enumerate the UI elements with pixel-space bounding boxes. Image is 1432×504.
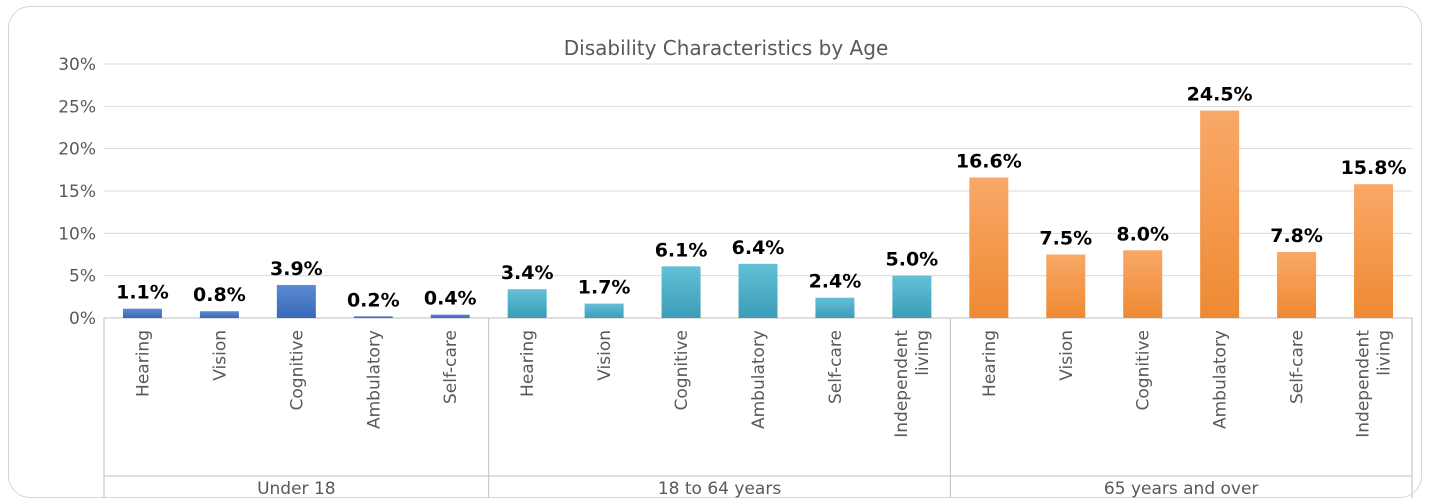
x-tick-label: Independent living xyxy=(1354,330,1395,438)
x-tick-label: Self-care xyxy=(441,330,461,404)
y-tick-label: 20% xyxy=(58,140,96,160)
bar xyxy=(1354,184,1394,318)
bar xyxy=(1200,110,1240,318)
x-tick-label: Self-care xyxy=(826,330,846,404)
x-tick-label: Vision xyxy=(1057,330,1077,381)
bar xyxy=(430,314,470,318)
bar xyxy=(122,308,162,318)
y-tick-label: 0% xyxy=(69,309,96,329)
x-tick-label: Vision xyxy=(210,330,230,381)
x-axis: Hearing Vision Cognitive Ambulatory Self-car… xyxy=(103,318,1413,499)
y-axis: 0% 5% 10% 15% 20% 25% 30% xyxy=(58,55,96,329)
svg-text:Ambulatory: Ambulatory xyxy=(749,330,769,429)
bar xyxy=(199,311,239,318)
svg-text:living: living xyxy=(913,330,933,376)
bar xyxy=(815,297,855,318)
data-label: 15.8% xyxy=(1341,157,1407,179)
data-label: 16.6% xyxy=(956,150,1022,172)
svg-text:Vision: Vision xyxy=(595,330,615,381)
bar xyxy=(276,284,316,318)
svg-text:Independent: Independent xyxy=(1354,330,1374,438)
data-label: 1.7% xyxy=(578,277,631,299)
svg-text:Self-care: Self-care xyxy=(441,330,461,404)
x-tick-label: Vision xyxy=(595,330,615,381)
x-tick-label: Cognitive xyxy=(287,330,307,410)
group-label: 18 to 64 years xyxy=(658,479,781,499)
data-label: 0.2% xyxy=(347,289,400,311)
y-tick-label: 15% xyxy=(58,182,96,202)
bar xyxy=(738,263,778,318)
bar xyxy=(969,177,1009,318)
data-label: 1.1% xyxy=(116,282,169,304)
group-label: 65 years and over xyxy=(1104,479,1259,499)
y-tick-label: 30% xyxy=(58,55,96,75)
chart-frame xyxy=(8,6,1422,498)
chart-title: Disability Characteristics by Age xyxy=(564,36,889,60)
x-tick-label: Cognitive xyxy=(672,330,692,410)
data-label: 8.0% xyxy=(1116,223,1169,245)
bars: 1.1% 0.8% 3.9% 0.2% 0.4% 3.4% 1.7% 6.1% 6.4% 2.4%… xyxy=(116,84,1406,318)
data-label: 5.0% xyxy=(886,249,939,271)
bar xyxy=(892,275,932,318)
gridlines xyxy=(104,63,1412,319)
x-tick-label: Self-care xyxy=(1288,330,1308,404)
svg-text:Cognitive: Cognitive xyxy=(1134,330,1154,410)
svg-text:Vision: Vision xyxy=(210,330,230,381)
svg-text:Independent: Independent xyxy=(892,330,912,438)
bar xyxy=(353,316,393,318)
bar xyxy=(1123,250,1163,318)
svg-text:Self-care: Self-care xyxy=(1288,330,1308,404)
svg-text:Hearing: Hearing xyxy=(133,330,153,397)
svg-text:living: living xyxy=(1375,330,1395,376)
x-tick-label: Hearing xyxy=(133,330,153,397)
group-label: Under 18 xyxy=(257,479,336,499)
bar xyxy=(507,289,547,318)
y-tick-label: 10% xyxy=(58,224,96,244)
data-label: 6.4% xyxy=(732,237,785,259)
bar xyxy=(1277,251,1317,318)
bar xyxy=(661,266,701,318)
x-tick-label: Ambulatory xyxy=(1211,330,1231,429)
data-label: 24.5% xyxy=(1187,84,1253,106)
svg-text:Self-care: Self-care xyxy=(826,330,846,404)
data-label: 3.4% xyxy=(501,262,554,284)
data-label: 0.4% xyxy=(424,288,477,310)
data-label: 7.8% xyxy=(1270,225,1323,247)
svg-text:Hearing: Hearing xyxy=(980,330,1000,397)
data-label: 0.8% xyxy=(193,284,246,306)
svg-text:Vision: Vision xyxy=(1057,330,1077,381)
x-tick-label: Ambulatory xyxy=(749,330,769,429)
data-label: 2.4% xyxy=(809,271,862,293)
x-tick-label: Hearing xyxy=(518,330,538,397)
x-tick-label: Independent living xyxy=(892,330,933,438)
bar xyxy=(1046,254,1086,318)
y-tick-label: 5% xyxy=(69,267,96,287)
svg-text:Cognitive: Cognitive xyxy=(672,330,692,410)
data-label: 3.9% xyxy=(270,258,323,280)
data-label: 7.5% xyxy=(1039,228,1092,250)
y-tick-label: 25% xyxy=(58,97,96,117)
bar xyxy=(584,303,624,318)
svg-text:Hearing: Hearing xyxy=(518,330,538,397)
svg-text:Cognitive: Cognitive xyxy=(287,330,307,410)
x-tick-label: Cognitive xyxy=(1134,330,1154,410)
svg-text:Ambulatory: Ambulatory xyxy=(364,330,384,429)
svg-text:Ambulatory: Ambulatory xyxy=(1211,330,1231,429)
x-tick-label: Hearing xyxy=(980,330,1000,397)
data-label: 6.1% xyxy=(655,239,708,261)
x-tick-label: Ambulatory xyxy=(364,330,384,429)
